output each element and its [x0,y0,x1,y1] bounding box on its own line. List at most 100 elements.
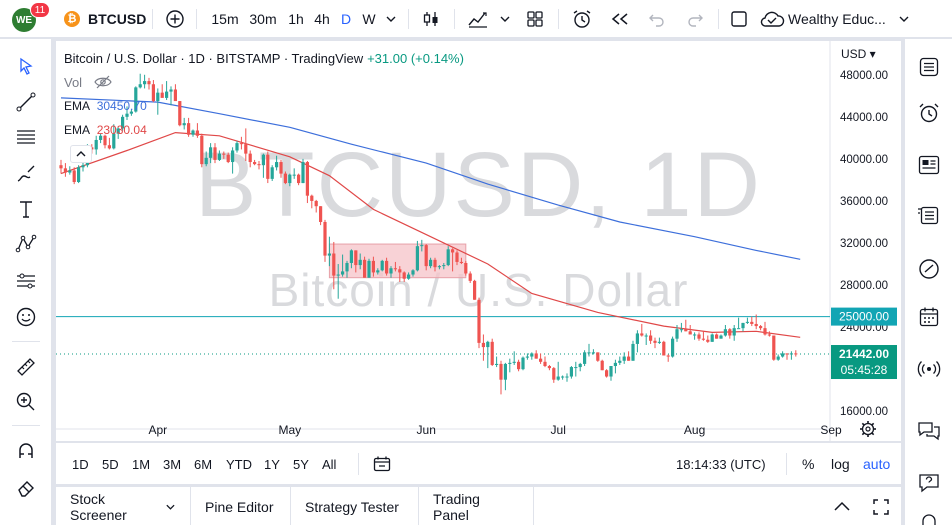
candle [495,356,499,368]
indicators-button[interactable] [466,0,490,38]
prediction-tool[interactable] [12,267,40,295]
legend-price-change: +31.00 (+0.14%) [367,51,464,66]
range-5y[interactable]: 5Y [293,456,309,472]
magnet-tool[interactable] [12,437,40,465]
currency-selector[interactable]: USD ▾ [841,47,876,61]
candle [332,241,336,290]
ideas-button[interactable] [915,255,943,283]
notification-badge[interactable]: 11 [30,2,50,18]
compare-symbol-button[interactable] [164,0,186,38]
watchlist-button[interactable] [915,53,943,81]
candle-body [314,200,318,207]
maximize-panel-button[interactable] [862,487,900,525]
tab-trading-panel[interactable]: Trading Panel [419,487,534,525]
fullscreen-button[interactable] [728,0,750,38]
candle-body [380,260,384,271]
save-layout-button[interactable] [758,0,786,38]
ema-fast-legend[interactable]: EMA 23030.04 [64,123,147,137]
data-window-button[interactable] [915,151,943,179]
range-all[interactable]: All [322,456,337,472]
range-5d[interactable]: 5D [102,456,119,472]
candle-body [187,123,191,135]
volume-legend[interactable]: Vol [64,75,112,90]
candle-body [728,329,732,336]
tab-pine-editor[interactable]: Pine Editor [191,487,291,525]
trend-line-tool[interactable] [12,88,40,116]
candle-body [481,342,485,348]
calendar-button[interactable] [915,303,943,331]
measure-tool[interactable] [12,353,40,381]
chevron-down-icon [166,504,175,510]
fib-tool[interactable] [12,123,40,151]
timeframe-d[interactable]: D [340,11,352,27]
candle-body [561,376,565,378]
candle [160,84,164,98]
indicators-dropdown[interactable] [498,0,512,38]
pattern-tool[interactable] [12,230,40,258]
candle-body [781,353,785,357]
range-3m[interactable]: 3M [163,456,182,472]
chart-pane[interactable]: BTCUSD, 1D Bitcoin / U.S. Dollar 48000.0… [56,41,901,441]
notifications-button[interactable] [915,507,943,525]
candle [156,88,160,115]
candle-body [675,329,679,339]
timeframe-4h[interactable]: 4h [314,11,330,27]
eraser-tool[interactable] [12,473,40,501]
range-1m[interactable]: 1M [132,456,151,472]
candle [684,319,688,332]
ema-slow-legend[interactable]: EMA 30450.70 [64,99,147,113]
zoom-tool[interactable] [12,388,40,416]
candle [706,335,710,343]
symbol-search-button[interactable]: BTCUSD [88,11,147,27]
brush-tool[interactable] [12,160,40,188]
streams-button[interactable] [915,355,943,383]
candle-body [499,363,503,380]
tab-stock-screener[interactable]: Stock Screener [56,487,191,525]
replay-button[interactable] [608,0,632,38]
timeframe-15m[interactable]: 15m [211,11,239,27]
alert-button[interactable] [570,0,594,38]
price-chart[interactable]: 48000.00 44000.00 40000.00 36000.00 32000.00… [56,41,901,441]
percent-scale-toggle[interactable]: % [802,456,815,472]
hline-price-tag [831,307,897,326]
alerts-button[interactable] [915,99,943,127]
toolbar-divider [558,9,559,29]
timeframe-dropdown[interactable] [384,0,398,38]
templates-button[interactable] [524,0,546,38]
emoji-tool[interactable] [12,303,40,331]
hotlist-button[interactable] [915,201,943,229]
chats-button[interactable] [915,417,943,445]
redo-button[interactable] [684,0,706,38]
candle-body [794,353,798,355]
range-1y[interactable]: 1Y [264,456,280,472]
layout-name[interactable]: Wealthy Educ... [788,11,886,27]
timezone-clock[interactable]: 18:14:33 (UTC) [676,456,766,472]
log-scale-toggle[interactable]: log [831,456,850,472]
text-tool[interactable] [12,195,40,223]
help-button[interactable] [915,469,943,497]
candle [182,117,186,130]
chart-type-button[interactable] [420,0,442,38]
timeframe-30m[interactable]: 30m [249,11,277,27]
candle-body [741,322,745,329]
gear-tooth [871,432,875,436]
undo-button[interactable] [646,0,668,38]
timeframe-w[interactable]: W [362,11,376,27]
square-icon [731,11,747,27]
candle-body [609,366,613,377]
range-1d[interactable]: 1D [72,456,89,472]
timeframe-1h[interactable]: 1h [288,11,304,27]
collapse-legend-button[interactable] [70,145,92,163]
candle-body [151,84,155,102]
layout-dropdown[interactable] [896,0,912,38]
cursor-tool[interactable] [12,52,40,80]
candle-body [345,262,349,272]
range-ytd[interactable]: YTD [226,456,252,472]
candle-body [103,135,107,146]
goto-date-button[interactable] [372,443,392,485]
tab-strategy-tester[interactable]: Strategy Tester [291,487,419,525]
collapse-panel-button[interactable] [822,487,862,525]
auto-scale-toggle[interactable]: auto [863,456,891,472]
range-6m[interactable]: 6M [194,456,213,472]
candle-body [583,352,587,364]
